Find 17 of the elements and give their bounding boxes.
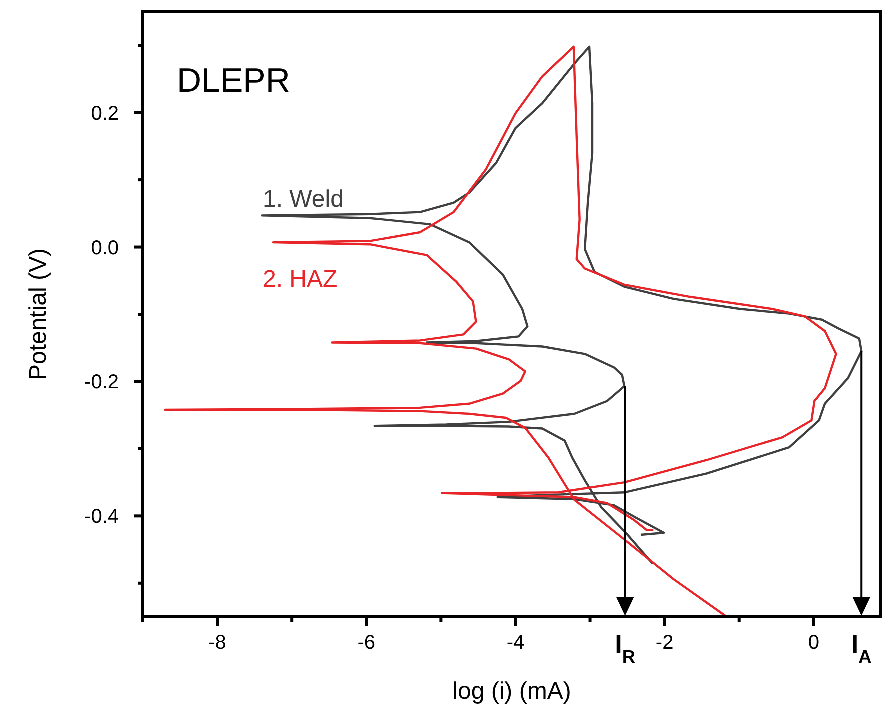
y-axis-title: Potential (V) [25,248,52,381]
x-tick-label: 0 [808,632,820,654]
line-series [164,46,838,617]
series-label: 2. HAZ [263,266,338,293]
x-axis-title: log (i) (mA) [452,678,572,705]
y-tick-label: 0.2 [91,102,119,125]
y-tick-label: -0.4 [84,506,119,528]
x-tick-label: -2 [656,632,674,654]
series-label: 1. Weld [263,186,344,213]
y-tick-label: -0.2 [84,372,119,394]
x-tick-label: -6 [358,632,376,654]
annotation: I$_{R}$ [615,629,636,667]
y-tick-label: 0.0 [91,237,119,260]
text: DLEPR [177,62,290,100]
annotation: I$_{A}$ [851,629,872,667]
x-tick-label: -8 [208,632,226,654]
x-tick-label: -4 [506,632,525,654]
